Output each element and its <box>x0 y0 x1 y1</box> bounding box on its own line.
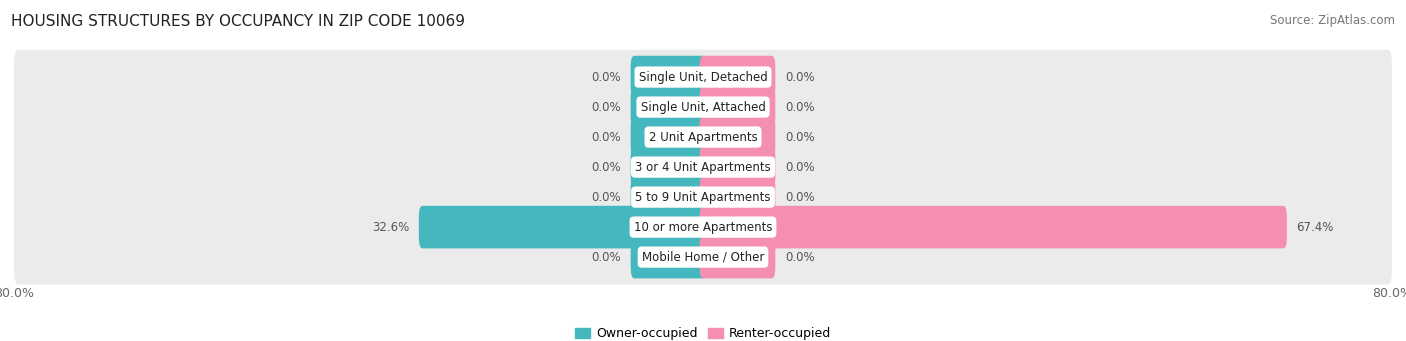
FancyBboxPatch shape <box>419 206 706 248</box>
Text: Single Unit, Detached: Single Unit, Detached <box>638 71 768 84</box>
Text: 10 or more Apartments: 10 or more Apartments <box>634 221 772 234</box>
Text: Source: ZipAtlas.com: Source: ZipAtlas.com <box>1270 14 1395 27</box>
FancyBboxPatch shape <box>631 236 706 278</box>
FancyBboxPatch shape <box>14 170 1392 224</box>
Text: 0.0%: 0.0% <box>785 101 814 114</box>
FancyBboxPatch shape <box>700 236 775 278</box>
Text: 0.0%: 0.0% <box>592 71 621 84</box>
FancyBboxPatch shape <box>14 230 1392 284</box>
FancyBboxPatch shape <box>14 200 1392 254</box>
FancyBboxPatch shape <box>631 116 706 158</box>
Text: 32.6%: 32.6% <box>373 221 409 234</box>
Text: HOUSING STRUCTURES BY OCCUPANCY IN ZIP CODE 10069: HOUSING STRUCTURES BY OCCUPANCY IN ZIP C… <box>11 14 465 29</box>
Text: 0.0%: 0.0% <box>592 161 621 174</box>
FancyBboxPatch shape <box>700 86 775 128</box>
Text: 0.0%: 0.0% <box>785 131 814 144</box>
FancyBboxPatch shape <box>14 80 1392 134</box>
FancyBboxPatch shape <box>631 176 706 218</box>
Text: 0.0%: 0.0% <box>785 71 814 84</box>
FancyBboxPatch shape <box>700 206 1286 248</box>
FancyBboxPatch shape <box>14 50 1392 104</box>
Text: 0.0%: 0.0% <box>592 131 621 144</box>
Text: 0.0%: 0.0% <box>785 161 814 174</box>
FancyBboxPatch shape <box>700 176 775 218</box>
Text: 0.0%: 0.0% <box>592 251 621 264</box>
FancyBboxPatch shape <box>631 56 706 98</box>
Text: 3 or 4 Unit Apartments: 3 or 4 Unit Apartments <box>636 161 770 174</box>
FancyBboxPatch shape <box>700 116 775 158</box>
FancyBboxPatch shape <box>631 146 706 188</box>
Text: Single Unit, Attached: Single Unit, Attached <box>641 101 765 114</box>
FancyBboxPatch shape <box>700 146 775 188</box>
Text: 0.0%: 0.0% <box>785 191 814 204</box>
Text: 0.0%: 0.0% <box>592 191 621 204</box>
FancyBboxPatch shape <box>631 86 706 128</box>
Text: Mobile Home / Other: Mobile Home / Other <box>641 251 765 264</box>
Text: 2 Unit Apartments: 2 Unit Apartments <box>648 131 758 144</box>
Legend: Owner-occupied, Renter-occupied: Owner-occupied, Renter-occupied <box>569 322 837 341</box>
Text: 0.0%: 0.0% <box>785 251 814 264</box>
FancyBboxPatch shape <box>14 140 1392 194</box>
FancyBboxPatch shape <box>700 56 775 98</box>
Text: 67.4%: 67.4% <box>1296 221 1334 234</box>
Text: 5 to 9 Unit Apartments: 5 to 9 Unit Apartments <box>636 191 770 204</box>
Text: 0.0%: 0.0% <box>592 101 621 114</box>
FancyBboxPatch shape <box>14 110 1392 164</box>
